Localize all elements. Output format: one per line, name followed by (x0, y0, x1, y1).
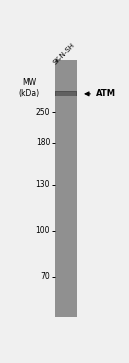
Text: SK-N-SH: SK-N-SH (52, 42, 76, 66)
Text: 130: 130 (36, 180, 50, 189)
Text: 180: 180 (36, 138, 50, 147)
Bar (56, 92, 76, 95)
Text: ATM: ATM (96, 89, 116, 98)
Bar (55, 60, 77, 318)
Bar (55, 91, 77, 97)
Text: 250: 250 (36, 107, 50, 117)
Text: 70: 70 (40, 273, 50, 281)
Text: 100: 100 (36, 227, 50, 235)
Text: MW
(kDa): MW (kDa) (19, 78, 40, 98)
